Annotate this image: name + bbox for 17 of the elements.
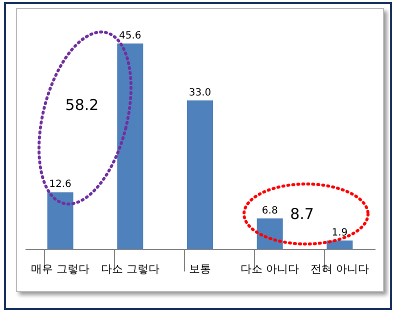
x-tick-label: 보통 xyxy=(189,262,211,276)
bar xyxy=(256,218,283,249)
annotation: 8.7 xyxy=(290,205,314,223)
annotation: 58.2 xyxy=(65,96,99,114)
bar xyxy=(187,100,213,249)
x-tick-label: 다소 아니다 xyxy=(240,262,300,276)
data-label: 33.0 xyxy=(188,87,212,98)
bar xyxy=(47,192,74,249)
x-tick-label: 전혀 아니다 xyxy=(310,262,369,276)
x-tick-label: 매우 그렇다 xyxy=(31,262,90,276)
data-label: 1.9 xyxy=(332,227,348,238)
x-tick-label: 다소 그렇다 xyxy=(100,262,160,276)
data-label: 45.6 xyxy=(119,30,142,42)
bar xyxy=(326,240,353,249)
bar xyxy=(117,44,144,249)
data-label: 6.8 xyxy=(262,205,278,216)
data-label: 12.6 xyxy=(49,179,72,190)
